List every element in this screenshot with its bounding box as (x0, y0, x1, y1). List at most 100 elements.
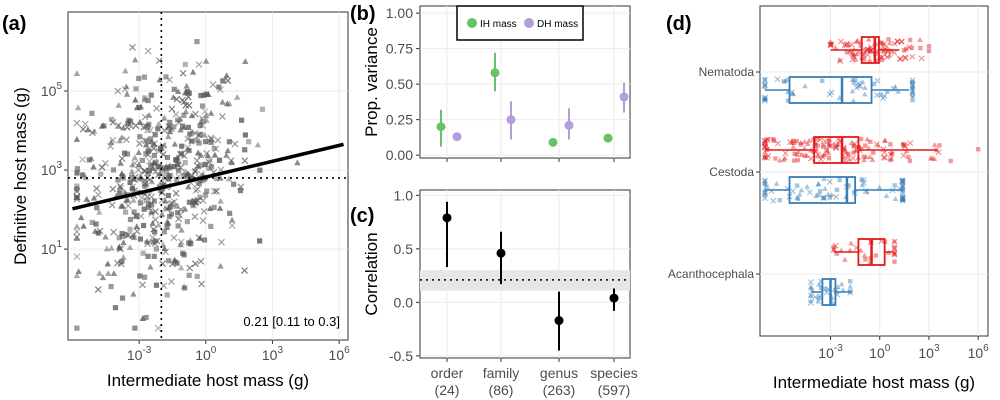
scatter-point (139, 315, 146, 321)
scatter-point (127, 226, 133, 232)
panel-d-point (844, 50, 850, 55)
panel-d-point (785, 98, 791, 103)
panel-b-point (506, 115, 516, 125)
scatter-point (119, 233, 126, 239)
scatter-point (211, 145, 217, 151)
scatter-point (207, 109, 215, 116)
scatter-point (167, 119, 173, 125)
panel-d-point (858, 247, 864, 253)
scatter-point (96, 270, 103, 276)
panel-d-point (896, 55, 903, 62)
scatter-point (191, 168, 199, 175)
panel-d-point (909, 45, 914, 51)
scatter-point (180, 123, 186, 129)
panel-a-ytick-label: 105 (41, 81, 63, 99)
scatter-point (242, 147, 248, 153)
panel-c-point (496, 248, 506, 258)
scatter-point (174, 154, 181, 160)
scatter-point (193, 157, 201, 165)
scatter-point (116, 184, 124, 191)
panel-a-xtick-label: 106 (329, 345, 351, 363)
scatter-point (137, 173, 144, 180)
scatter-point (197, 257, 205, 265)
scatter-point (73, 233, 81, 241)
scatter-point (163, 218, 171, 225)
scatter-point (108, 201, 116, 209)
panel-d-point (820, 195, 827, 202)
panel-d-point (883, 192, 890, 198)
panel-d-point (798, 187, 805, 193)
panel-d-point (774, 140, 781, 147)
scatter-point (202, 161, 208, 168)
scatter-point (96, 208, 103, 215)
grid-layer (68, 6, 988, 358)
scatter-point (127, 216, 134, 223)
panel-d-point (895, 88, 902, 94)
legend-ih-marker (467, 18, 477, 28)
scatter-point (101, 159, 109, 167)
legend-dh-marker (524, 18, 534, 28)
panel-d-point (854, 37, 861, 43)
scatter-point (191, 260, 199, 268)
panel-d-point (892, 249, 897, 255)
panel-d-point (975, 147, 981, 152)
panel-d-point (813, 142, 818, 147)
scatter-point (146, 157, 153, 165)
scatter-point (174, 176, 180, 183)
scatter-point (145, 97, 151, 104)
panel-d-point (846, 151, 851, 157)
scatter-point (115, 101, 122, 108)
panel-d-xtick-label: 10-3 (818, 343, 843, 361)
scatter-point (206, 205, 214, 212)
scatter-point (166, 258, 172, 264)
panel-d-point (910, 80, 915, 85)
scatter-point (176, 211, 184, 219)
scatter-point (166, 173, 172, 179)
panel-d-point (820, 152, 827, 158)
panel-d-point (814, 151, 821, 158)
scatter-point (120, 173, 126, 179)
panel-d-point (858, 136, 864, 142)
scatter-point (145, 171, 151, 177)
scatter-point (201, 237, 208, 243)
panel-b-point (603, 133, 613, 143)
panel-d-point (771, 138, 777, 143)
panel-d-point (892, 196, 899, 202)
panel-d-point (882, 138, 889, 144)
scatter-point (146, 204, 152, 211)
panel-d-point (909, 77, 916, 84)
scatter-point (164, 154, 171, 161)
scatter-point (217, 262, 224, 269)
scatter-point (242, 58, 249, 64)
panel-d-point (900, 188, 905, 193)
scatter-point (144, 47, 152, 55)
panel-d-point (861, 157, 867, 163)
scatter-point (175, 223, 181, 229)
panel-c-letter: (c) (350, 205, 374, 227)
scatter-point (208, 139, 214, 145)
panel-d-point (827, 41, 834, 48)
scatter-point (191, 129, 199, 137)
scatter-point (181, 172, 187, 179)
panel-d-point (851, 54, 857, 60)
panel-d-point (761, 95, 768, 102)
scatter-point (164, 292, 170, 298)
panel-d-point (859, 177, 864, 182)
scatter-point (192, 187, 200, 194)
panel-d-point (765, 152, 772, 159)
panel-d-point (761, 177, 768, 184)
scatter-point (116, 243, 123, 250)
scatter-point (170, 94, 177, 100)
scatter-point (129, 183, 136, 191)
panel-d-point (878, 40, 884, 45)
scatter-point (137, 134, 143, 140)
panel-d-point (794, 183, 800, 188)
panel-d-point (792, 151, 797, 157)
panel-d-point (815, 181, 822, 187)
panel-d-point (855, 83, 862, 89)
panel-d-point (828, 142, 835, 149)
panel-d-point (886, 37, 891, 42)
panel-a-xtick-label: 103 (262, 345, 284, 363)
scatter-point (89, 219, 95, 226)
scatter-point (194, 273, 200, 279)
